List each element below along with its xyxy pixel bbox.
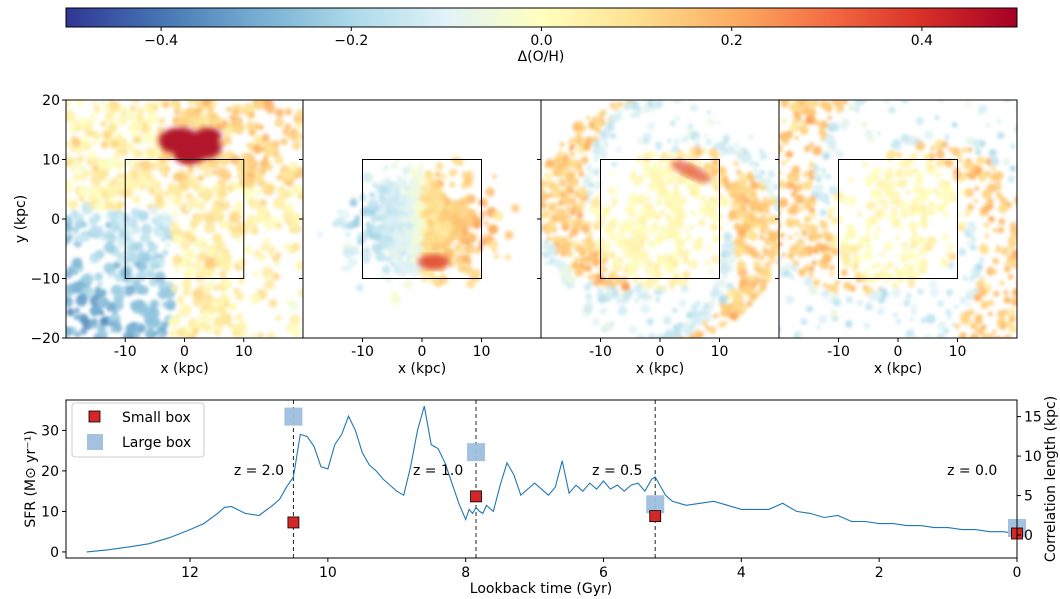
sfr-line [86, 405, 1017, 553]
small-box-marker [287, 516, 300, 529]
chart-frame [65, 399, 1018, 559]
chart-ylabel-right: Correlation length (kpc) [1043, 396, 1059, 562]
chart-ylabel: SFR (M⊙ yr⁻¹) [23, 430, 39, 527]
metallicity-field [541, 100, 779, 338]
map-ylabel: y (kpc) [13, 195, 29, 243]
map-xlabel: x (kpc) [160, 361, 208, 377]
legend-swatch-large [87, 434, 103, 450]
metallicity-field [316, 155, 520, 306]
legend: Small box Large box [71, 402, 205, 458]
colorbar-tick-label: 0.4 [911, 33, 933, 49]
map-x-tick-label: 0 [656, 344, 665, 360]
map-x-tick-label: 10 [235, 344, 253, 360]
redshift-label: z = 0.0 [947, 463, 997, 479]
metallicity-field [66, 100, 303, 338]
colorbar-tick-label: −0.4 [144, 33, 178, 49]
map-x-tick-label: 0 [894, 344, 903, 360]
map-panel-z2 [66, 100, 303, 338]
map-xlabel: x (kpc) [636, 361, 684, 377]
map-y-tick-label: −10 [30, 272, 60, 288]
inner-box [362, 159, 482, 279]
chart-y-right-tick-label: 5 [1024, 489, 1033, 505]
chart-y-tick-label: 0 [50, 545, 59, 561]
map-y-tick-label: 0 [51, 212, 60, 228]
chart-x-tick-label: 4 [737, 565, 746, 581]
chart-y-right-tick-label: 0 [1024, 528, 1033, 544]
legend-label-large: Large box [122, 435, 191, 451]
map-panel-z1 [303, 100, 541, 338]
map-x-tick-label: 10 [473, 344, 491, 360]
colorbar-tick-label: 0.0 [530, 33, 552, 49]
map-xlabel: x (kpc) [398, 361, 446, 377]
map-panel-z0 [779, 100, 1017, 338]
chart-y-right-tick-label: 10 [1024, 449, 1042, 465]
colorbar: −0.4 −0.2 0.0 0.2 0.4 Δ(O/H) [65, 7, 1018, 65]
redshift-label: z = 2.0 [234, 463, 284, 479]
chart-y-tick-label: 20 [41, 464, 59, 480]
chart-xlabel: Lookback time (Gyr) [470, 581, 612, 597]
colorbar-tick-label: −0.2 [334, 33, 368, 49]
colorbar-tick-label: 0.2 [721, 33, 743, 49]
large-box-marker [284, 407, 303, 426]
inner-box [838, 159, 958, 279]
redshift-vlines [292, 400, 656, 558]
chart-x-tick-label: 6 [599, 565, 608, 581]
colorbar-label: Δ(O/H) [518, 49, 565, 65]
map-x-tick-label: 10 [949, 344, 967, 360]
chart-x-tick-label: 2 [875, 565, 884, 581]
colorbar-ticks: −0.4 −0.2 0.0 0.2 0.4 [144, 27, 933, 49]
map-x-tick-label: -10 [827, 344, 850, 360]
chart-x-tick-label: 10 [319, 565, 337, 581]
colorbar-gradient [65, 7, 1018, 28]
map-x-tick-label: 10 [711, 344, 729, 360]
sfr-chart: z = 2.0 z = 1.0 z = 0.5 z = 0.0 12 10 8 6 4 2 001… [23, 396, 1059, 597]
map-xlabel: x (kpc) [874, 361, 922, 377]
small-box-marker [470, 490, 482, 503]
redshift-label: z = 0.5 [592, 463, 642, 479]
map-x-tick-label: -10 [589, 344, 612, 360]
legend-swatch-small [88, 410, 101, 423]
map-x-tick-label: -10 [351, 344, 374, 360]
chart-y-tick-label: 10 [41, 504, 59, 520]
redshift-labels: z = 2.0 z = 1.0 z = 0.5 z = 0.0 [234, 463, 998, 479]
chart-x-tick-label: 8 [461, 565, 470, 581]
chart-y-right-tick-label: 15 [1024, 410, 1042, 426]
chart-x-tick-label: 12 [181, 565, 199, 581]
chart-x-tick-label: 0 [1013, 565, 1022, 581]
large-box-marker [646, 495, 665, 514]
map-x-tick-label: -10 [114, 344, 137, 360]
inner-box [600, 159, 720, 279]
map-y-tick-label: 20 [42, 93, 60, 109]
legend-box [71, 402, 205, 458]
legend-label-small: Small box [122, 410, 191, 426]
metallicity-field [779, 100, 1017, 338]
map-y-tick-label: 10 [42, 153, 60, 169]
large-box-marker [467, 443, 486, 462]
chart-y-tick-label: 30 [41, 423, 59, 439]
small-box-marker [649, 510, 662, 523]
map-y-tick-label: −20 [30, 331, 60, 347]
map-panel-z05 [541, 100, 779, 338]
inner-box [124, 159, 245, 279]
redshift-label: z = 1.0 [413, 463, 463, 479]
map-x-tick-label: 0 [418, 344, 427, 360]
metallicity-maps: -10 0 10 x (kpc) 20 10 0 −10 −20 -10 0 10 x (kpc) -10… [13, 93, 1018, 377]
map-x-tick-label: 0 [180, 344, 189, 360]
